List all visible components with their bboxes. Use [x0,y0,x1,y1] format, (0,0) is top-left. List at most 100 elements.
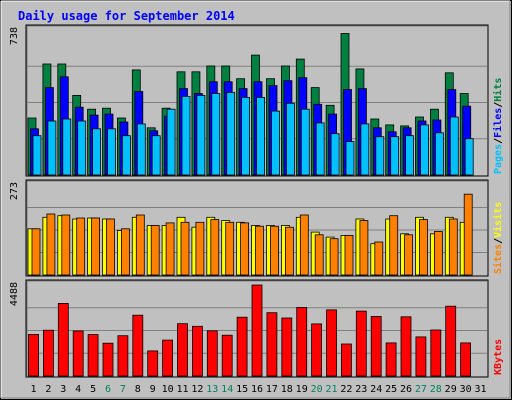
bar-pages-day-6 [107,128,116,176]
y-max-label: 4488 [9,282,20,306]
bar-kbytes-day-6 [102,342,114,377]
bar-kbytes-day-12 [191,325,203,377]
bar-pages-day-27 [420,124,429,176]
panel-kbytes: 4488 KBytes [9,279,504,378]
x-tick-label: 19 [296,384,308,395]
bar-kbytes-day-9 [147,350,159,377]
bar-sites-day-3 [61,214,71,276]
bar-sites-day-8 [135,214,145,276]
bar-kbytes-day-20 [311,323,323,377]
bar-pages-day-15 [241,97,251,176]
bar-pages-day-4 [77,120,87,176]
legend-files: Files [492,108,504,138]
x-tick-label: 4 [75,384,81,395]
x-tick-label: 27 [415,384,427,395]
bar-kbytes-day-19 [296,307,308,377]
bar-pages-day-30 [464,138,474,176]
x-tick-label: 24 [370,384,382,395]
bar-pages-day-23 [360,123,370,176]
bar-sites-day-26 [404,234,414,276]
x-axis-day-labels: 1 2 3 4 5 6 7 8 9 10 11 12 13 14 15 16 17 18 19 20 21 22 23 24 2… [30,384,486,395]
bar-kbytes-day-13 [206,330,218,377]
legend-separator: / [493,238,504,244]
bar-pages-day-20 [315,122,325,176]
bar-kbytes-day-11 [177,323,188,377]
bar-kbytes-day-7 [117,335,129,377]
bar-kbytes-day-8 [132,314,144,377]
bar-pages-day-18 [285,102,295,176]
y-max-label: 738 [9,27,20,45]
bar-sites-day-14 [225,221,235,276]
x-tick-label: 5 [90,384,96,395]
bar-sites-day-9 [150,225,160,276]
x-tick-label: 3 [60,384,66,395]
bar-pages-day-12 [196,95,206,176]
bar-sites-day-17 [270,225,279,276]
bar-sites-day-5 [91,217,100,276]
bar-pages-day-21 [330,133,340,176]
bar-sites-day-19 [299,214,309,276]
bar-sites-day-11 [180,221,190,276]
panel-visits-sites: 273 Sites/Visits [9,179,504,277]
legend-separator: / [493,102,504,108]
bar-sites-day-18 [284,226,294,276]
x-tick-label: 14 [221,384,233,395]
x-tick-label: 17 [266,384,278,395]
legend-hits: Hits [492,78,504,102]
legend-sites: Sites [492,244,504,274]
bar-kbytes-day-18 [281,317,293,377]
x-tick-label: 16 [251,384,263,395]
bar-kbytes-day-10 [162,339,174,377]
bar-kbytes-day-21 [326,309,337,377]
bar-sites-day-28 [433,231,443,276]
bar-pages-day-26 [405,135,415,176]
x-tick-label: 26 [400,384,412,395]
panels-layer: 738 Pages/Files/Hits 273Sites/Visits4488KB… [9,24,504,378]
bar-sites-day-25 [389,215,399,276]
x-tick-label: 6 [105,384,111,395]
bar-pages-day-7 [122,135,131,176]
bar-kbytes-day-22 [340,343,352,377]
bar-pages-day-22 [345,141,355,176]
bar-sites-day-30 [463,193,473,276]
bar-pages-day-19 [300,108,310,176]
bar-pages-day-16 [256,97,265,176]
bar-kbytes-day-27 [415,336,427,377]
bar-sites-day-23 [359,220,369,276]
x-tick-label: 28 [430,384,442,395]
x-tick-label: 25 [385,384,397,395]
bar-kbytes-day-26 [400,316,412,377]
bar-pages-day-29 [449,116,459,176]
bar-pages-day-24 [375,136,385,176]
x-tick-label: 13 [206,384,218,395]
bar-kbytes-day-1 [28,333,39,377]
bar-kbytes-day-23 [355,310,367,377]
bar-kbytes-day-30 [460,342,472,377]
bar-pages-day-17 [271,110,280,176]
bar-sites-day-22 [344,234,354,276]
bar-sites-day-20 [314,234,324,276]
legend-visits: Visits [492,202,504,238]
bar-pages-day-14 [226,92,236,176]
panel-legend: Pages/Files/Hits [492,78,504,174]
bar-sites-day-27 [419,219,428,276]
bar-sites-day-2 [46,213,56,276]
bar-sites-day-24 [374,241,384,276]
panel-hits-files-pages: 738 Pages/Files/Hits [9,24,504,177]
x-tick-label: 31 [474,384,486,395]
bar-sites-day-6 [106,218,115,276]
bar-pages-day-11 [181,96,191,176]
bar-sites-day-10 [165,222,175,276]
bar-sites-day-4 [76,217,86,276]
bar-pages-day-2 [47,120,57,176]
bar-sites-day-16 [255,225,264,276]
bar-sites-day-13 [210,219,220,276]
x-tick-label: 18 [281,384,293,395]
x-tick-label: 30 [460,384,472,395]
bar-pages-day-3 [62,118,72,176]
x-tick-label: 15 [236,384,248,395]
bar-kbytes-day-2 [43,329,54,377]
bar-kbytes-day-24 [370,315,382,377]
bar-kbytes-day-5 [87,334,99,377]
